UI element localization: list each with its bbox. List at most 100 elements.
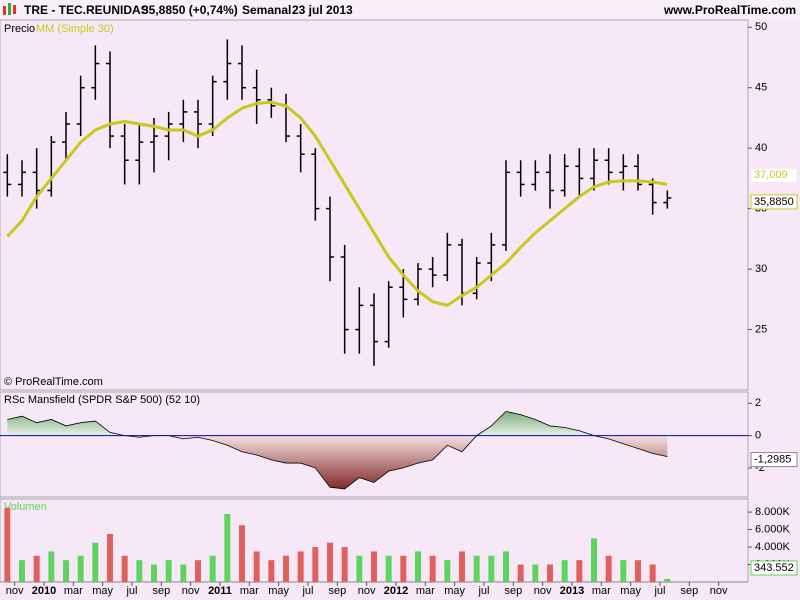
volume-bar xyxy=(312,547,319,582)
volume-bar xyxy=(664,578,671,582)
volume-bar xyxy=(488,555,495,582)
volume-bar xyxy=(444,560,451,582)
volume-bar xyxy=(33,555,40,582)
x-tick-label: may xyxy=(620,585,641,597)
quote: 35,8850 (+0,74%) xyxy=(142,3,238,17)
volume-bar xyxy=(77,555,84,582)
y-tick-label: 0 xyxy=(755,430,761,442)
x-tick-label: sep xyxy=(680,585,698,597)
x-tick-label: mar xyxy=(416,585,435,597)
volume-bar xyxy=(327,542,333,582)
volume-bar xyxy=(503,551,509,582)
volume-bar xyxy=(121,555,128,582)
volume-bar xyxy=(48,551,55,582)
volume-bar xyxy=(4,507,11,582)
symbol: TRE - TEC.REUNIDAS xyxy=(24,3,149,17)
panel-title: Volumen xyxy=(4,501,47,513)
volume-bar xyxy=(547,564,553,582)
volume-bar xyxy=(224,513,231,582)
x-tick-label: nov xyxy=(6,585,24,597)
volume-bar xyxy=(532,564,539,582)
volume-bar xyxy=(165,560,172,582)
x-tick-label: mar xyxy=(240,585,259,597)
icon xyxy=(3,6,6,15)
site: www.ProRealTime.com xyxy=(663,3,796,17)
volume-bar xyxy=(136,560,143,582)
x-tick-label: jul xyxy=(477,585,489,597)
volume-bar xyxy=(209,555,216,582)
ma-label: MM (Simple 30) xyxy=(36,23,114,35)
volume-bar xyxy=(151,564,157,582)
volume-bar xyxy=(620,560,627,582)
date: 23 jul 2013 xyxy=(292,3,353,17)
x-tick-label: may xyxy=(268,585,289,597)
volume-bar xyxy=(63,560,69,582)
x-tick-label: sep xyxy=(328,585,346,597)
y-tick-label: 25 xyxy=(755,323,767,335)
moving-average xyxy=(6,100,668,307)
y-tick-label: 30 xyxy=(755,263,767,275)
volume-bar xyxy=(591,538,597,582)
x-tick-label: sep xyxy=(504,585,522,597)
last-value-label: 37,009 xyxy=(754,169,788,181)
x-tick-label: nov xyxy=(710,585,728,597)
last-value-box xyxy=(750,194,798,210)
y-tick-label: 6.000K xyxy=(755,523,791,535)
volume-bar xyxy=(400,555,407,582)
volume-bar xyxy=(605,555,612,582)
volume-bar xyxy=(19,560,25,582)
volume-bar xyxy=(429,555,436,582)
volume-bar xyxy=(576,560,583,582)
x-tick-label: mar xyxy=(592,585,611,597)
volume-bar xyxy=(561,560,568,582)
copyright: © ProRealTime.com xyxy=(4,376,103,388)
y-tick-label: 2 xyxy=(755,397,761,409)
volume-bar xyxy=(92,542,99,582)
y-tick-label: 40 xyxy=(755,142,767,154)
y-tick-label: -2 xyxy=(755,462,765,474)
volume-bar xyxy=(253,551,260,582)
series-label: Precio xyxy=(4,23,35,35)
volume-bar xyxy=(341,547,348,582)
volume-bar xyxy=(239,525,245,582)
area-positive xyxy=(7,411,668,436)
y-tick-label: 45 xyxy=(755,82,767,94)
volume-bar xyxy=(385,555,392,582)
x-tick-label: may xyxy=(444,585,465,597)
x-tick-label: sep xyxy=(152,585,170,597)
volume-bar xyxy=(195,560,201,582)
volume-bar xyxy=(459,551,465,582)
x-tick-label: may xyxy=(92,585,113,597)
period: Semanal xyxy=(242,3,291,17)
last-value-label: -1,2985 xyxy=(754,453,791,465)
x-tick-label: jul xyxy=(653,585,665,597)
volume-bar xyxy=(283,555,289,582)
x-tick-label: nov xyxy=(358,585,376,597)
last-value-label: 343.552 xyxy=(754,562,794,574)
volume-bar xyxy=(180,564,187,582)
last-value-box xyxy=(750,452,798,468)
x-tick-label: 2013 xyxy=(560,585,584,597)
volume-bar xyxy=(517,564,524,582)
x-tick-label: nov xyxy=(534,585,552,597)
x-tick-label: 2010 xyxy=(32,585,56,597)
volume-bar xyxy=(356,555,363,582)
x-tick-label: 2012 xyxy=(384,585,408,597)
y-tick-label: 4.000K xyxy=(755,541,791,553)
x-tick-label: mar xyxy=(64,585,83,597)
x-tick-label: 2011 xyxy=(208,585,232,597)
icon xyxy=(13,5,16,14)
volume-bar xyxy=(415,551,421,582)
volume-bar xyxy=(297,551,304,582)
icon xyxy=(8,3,11,15)
volume-bar xyxy=(371,551,377,582)
x-tick-label: nov xyxy=(182,585,200,597)
volume-bar xyxy=(268,560,275,582)
volume-bar xyxy=(635,560,641,582)
last-value-box xyxy=(750,167,798,183)
y-tick-label: 50 xyxy=(755,21,767,33)
x-tick-label: jul xyxy=(301,585,313,597)
last-value-label: 35,8850 xyxy=(754,196,794,208)
area-negative xyxy=(124,435,668,489)
